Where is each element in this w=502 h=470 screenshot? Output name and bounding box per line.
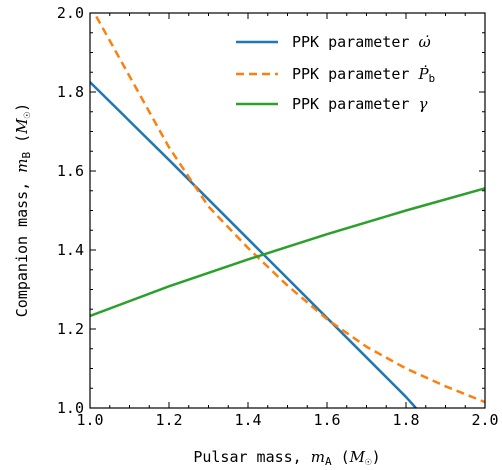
legend-entry-gamma: PPK parameter γ: [236, 95, 427, 113]
series-line-omega-dot: [90, 81, 417, 408]
x-tick-label: 2.0: [471, 411, 498, 429]
series-layer: [90, 13, 485, 408]
legend: PPK parameter ω̇ PPK parameter Ṗb PPK pa…: [236, 33, 435, 113]
x-tick-label: 1.4: [234, 411, 261, 429]
legend-label-pb-dot: PPK parameter Ṗb: [292, 65, 435, 85]
y-tick-label: 1.2: [57, 320, 84, 338]
x-tick-label: 1.8: [392, 411, 419, 429]
series-line-pb-dot: [92, 13, 485, 404]
ticks-layer: 1.0 1.2 1.4 1.6 1.8 2.0 1.0 1.2 1.4 1.6 1.8 2.0: [57, 4, 499, 429]
y-tick-label: 1.6: [57, 162, 84, 180]
x-tick-label: 1.0: [76, 411, 103, 429]
y-tick-label: 1.4: [57, 241, 84, 259]
legend-entry-omega-dot: PPK parameter ω̇: [236, 33, 431, 51]
y-tick-label: 2.0: [57, 4, 84, 22]
legend-entry-pb-dot: PPK parameter Ṗb: [236, 65, 435, 85]
y-tick-label: 1.8: [57, 83, 84, 101]
legend-label-gamma: PPK parameter γ: [292, 95, 427, 113]
x-axis-label: Pulsar mass, mA (M☉): [193, 448, 380, 468]
y-tick-label: 1.0: [57, 399, 84, 417]
legend-label-omega-dot: PPK parameter ω̇: [292, 33, 431, 51]
series-line-gamma: [90, 187, 485, 318]
x-tick-label: 1.6: [313, 411, 340, 429]
y-axis-label: Companion mass, mB (M☉): [13, 103, 33, 317]
x-tick-label: 1.2: [155, 411, 182, 429]
